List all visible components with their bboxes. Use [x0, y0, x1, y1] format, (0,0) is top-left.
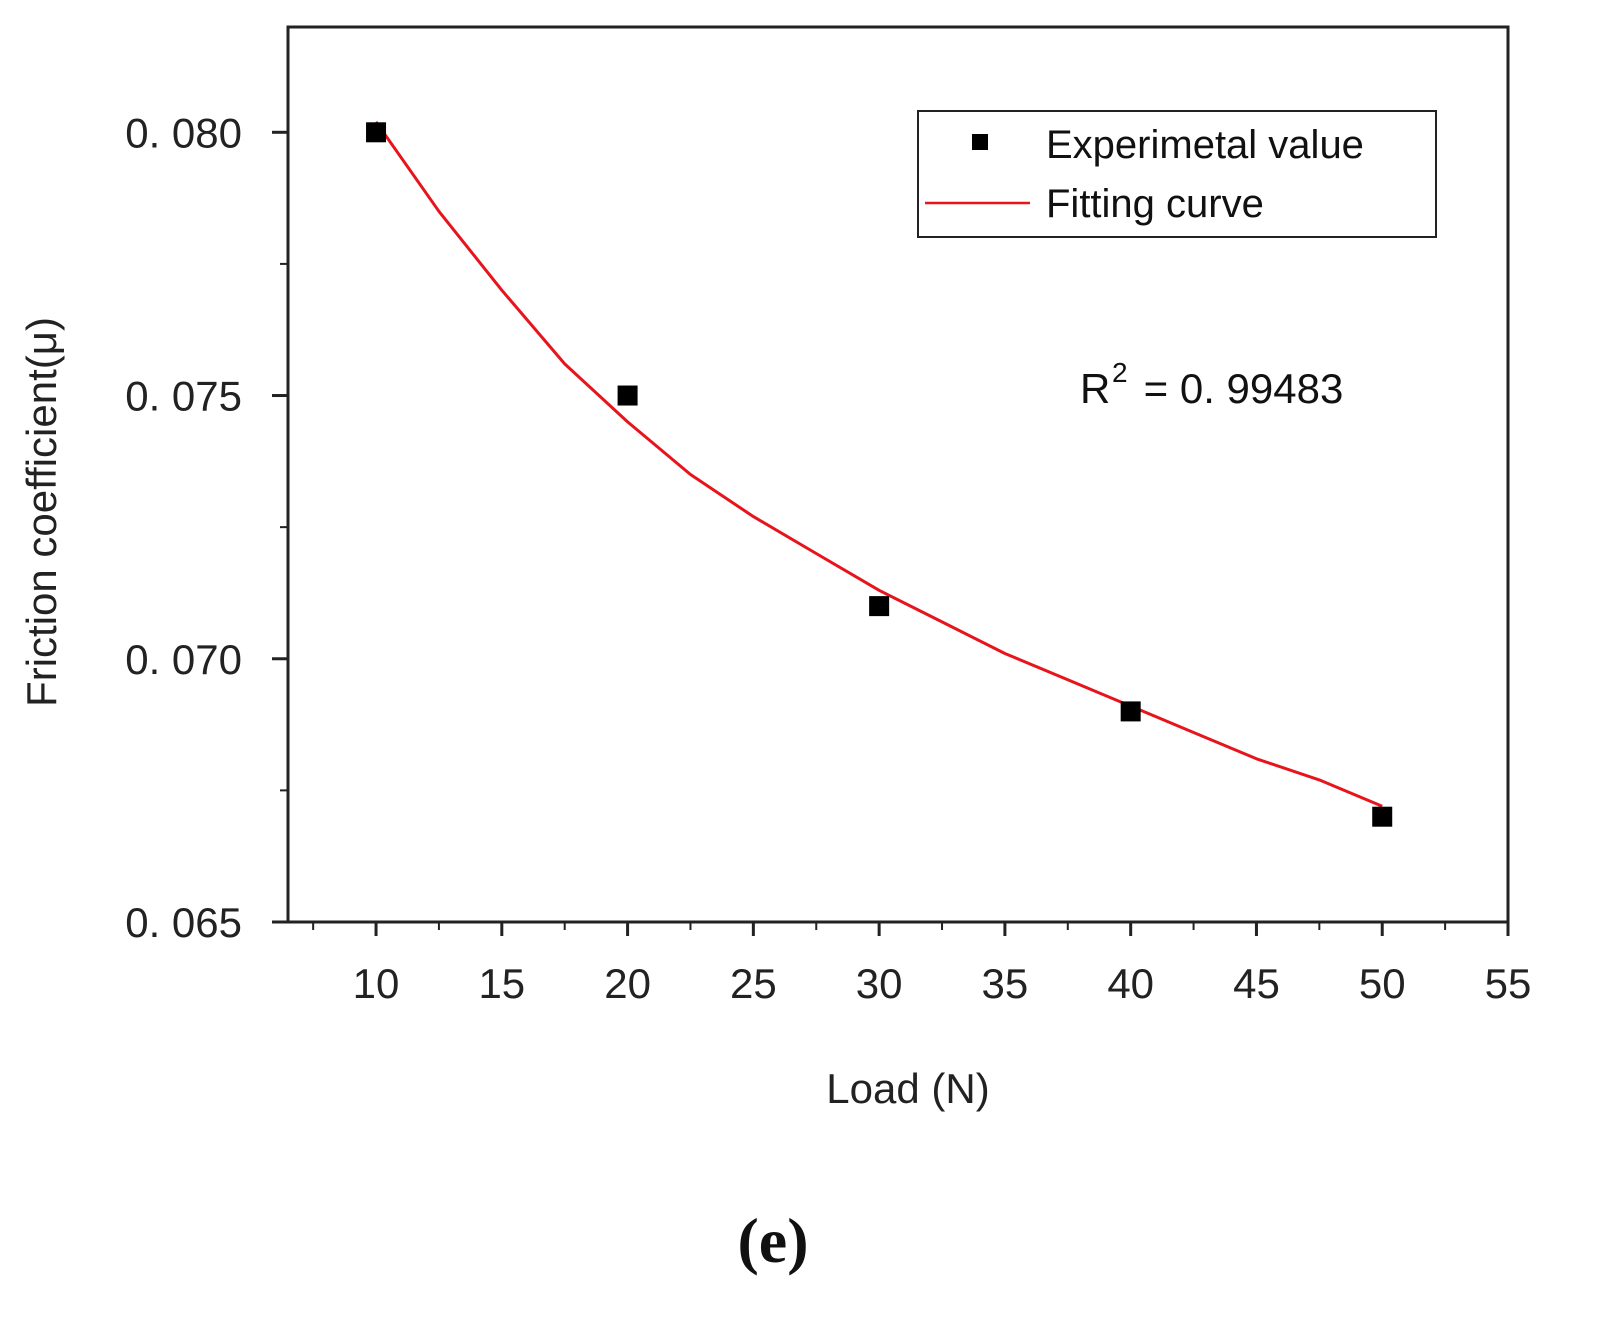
experimental-point [1372, 806, 1393, 827]
experimental-point [366, 122, 387, 143]
plot-area-border [286, 25, 1510, 924]
y-tick-label: 0. 070 [125, 636, 242, 683]
x-tick-label: 50 [1359, 960, 1406, 1007]
x-tick-label: 40 [1107, 960, 1154, 1007]
x-tick-label: 55 [1485, 960, 1532, 1007]
plot-frame [286, 25, 1510, 924]
x-tick-label: 30 [856, 960, 903, 1007]
legend-marker-experimental [972, 134, 988, 150]
panel-label: (e) [737, 1205, 808, 1276]
x-tick-label: 45 [1233, 960, 1280, 1007]
x-tick-label: 25 [730, 960, 777, 1007]
x-tick-labels: 10 15 20 25 30 35 40 45 50 55 [353, 960, 1532, 1007]
r-squared-superscript: 2 [1112, 357, 1128, 388]
y-tick-labels: 0. 065 0. 070 0. 075 0. 080 [125, 109, 242, 946]
x-tick-label: 10 [353, 960, 400, 1007]
experimental-point [617, 385, 638, 406]
y-tick-label: 0. 075 [125, 373, 242, 420]
r-squared-value: = 0. 99483 [1132, 365, 1343, 412]
fitting-curve-layer [374, 120, 1383, 808]
x-tick-label: 15 [478, 960, 525, 1007]
r-squared-symbol: R [1080, 365, 1110, 412]
legend-box [917, 110, 1437, 238]
experimental-points-layer [366, 122, 1393, 827]
legend-label-fitting: Fitting curve [1046, 182, 1264, 226]
legend-label-experimental: Experimetal value [1046, 123, 1364, 167]
axis-ticks [272, 130, 1510, 936]
r-squared-annotation: R 2 = 0. 99483 [1080, 357, 1343, 412]
x-tick-label: 35 [982, 960, 1029, 1007]
experimental-point [1120, 701, 1141, 722]
y-axis-title: Friction coefficient(μ) [18, 317, 65, 707]
experimental-point [869, 596, 890, 617]
y-tick-label: 0. 080 [125, 109, 242, 156]
legend: Experimetal value Fitting curve [917, 110, 1437, 238]
fitting-curve-line [374, 120, 1383, 808]
y-tick-label: 0. 065 [125, 899, 242, 946]
x-tick-label: 20 [604, 960, 651, 1007]
x-axis-title: Load (N) [826, 1065, 989, 1112]
